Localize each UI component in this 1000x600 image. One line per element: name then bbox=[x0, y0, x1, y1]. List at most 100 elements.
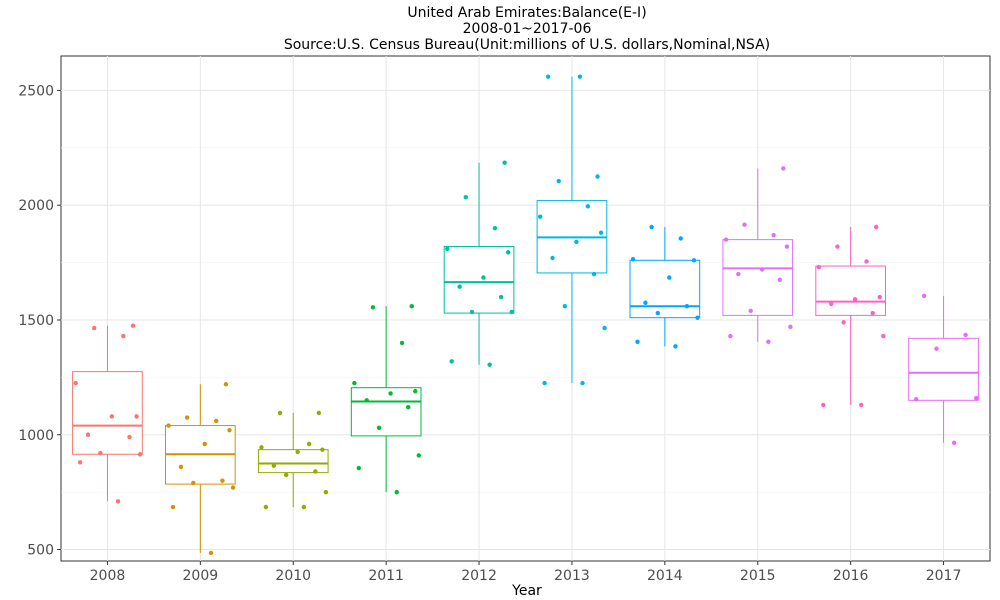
data-point bbox=[829, 301, 834, 307]
data-point bbox=[691, 258, 697, 263]
data-point bbox=[202, 441, 207, 447]
data-point bbox=[542, 380, 547, 386]
data-point bbox=[399, 340, 405, 346]
data-point bbox=[214, 418, 219, 424]
data-point bbox=[409, 304, 414, 309]
data-point bbox=[109, 414, 115, 419]
data-point bbox=[73, 380, 78, 386]
data-point bbox=[509, 309, 514, 315]
data-point bbox=[130, 323, 136, 328]
data-point bbox=[835, 244, 840, 249]
data-point bbox=[370, 305, 376, 310]
data-point bbox=[784, 244, 790, 249]
data-point bbox=[881, 333, 886, 339]
data-point bbox=[323, 489, 329, 495]
data-point bbox=[673, 344, 678, 349]
box-body bbox=[443, 246, 515, 314]
data-point bbox=[127, 434, 132, 440]
data-point bbox=[781, 166, 786, 171]
data-point bbox=[394, 489, 399, 495]
box-body bbox=[72, 371, 143, 455]
data-point bbox=[595, 174, 600, 179]
data-point bbox=[870, 310, 875, 316]
data-point bbox=[643, 300, 648, 305]
data-point bbox=[178, 464, 184, 470]
data-point bbox=[259, 445, 264, 450]
grid-minor bbox=[61, 147, 990, 493]
data-point bbox=[295, 449, 300, 455]
y-tick-label: 1000 bbox=[18, 428, 54, 444]
data-point bbox=[364, 398, 369, 403]
data-point bbox=[585, 204, 591, 209]
data-point bbox=[481, 275, 486, 280]
data-point bbox=[723, 237, 729, 242]
box-body bbox=[722, 239, 794, 316]
x-tick-label: 2013 bbox=[554, 568, 590, 584]
data-point bbox=[220, 478, 225, 483]
data-point bbox=[816, 264, 822, 270]
data-point bbox=[445, 246, 450, 252]
data-point bbox=[457, 284, 462, 289]
y-tick-label: 2000 bbox=[18, 198, 54, 214]
data-point bbox=[649, 224, 654, 230]
x-tick-label: 2015 bbox=[740, 568, 776, 584]
data-point bbox=[545, 74, 551, 79]
data-point bbox=[413, 388, 418, 394]
data-point bbox=[678, 236, 683, 241]
data-point bbox=[537, 214, 543, 219]
data-point bbox=[306, 441, 312, 447]
data-point bbox=[684, 304, 690, 309]
x-tick-label: 2016 bbox=[833, 568, 869, 584]
box-body bbox=[908, 337, 979, 401]
data-point bbox=[191, 480, 196, 486]
x-axis-title: Year bbox=[511, 583, 542, 599]
data-point bbox=[227, 427, 232, 433]
y-tick-label: 1500 bbox=[18, 313, 54, 329]
data-point bbox=[121, 333, 126, 339]
box-body bbox=[815, 265, 886, 316]
data-point bbox=[766, 339, 771, 344]
data-point bbox=[577, 74, 583, 79]
data-point bbox=[492, 225, 498, 231]
data-point bbox=[913, 396, 919, 402]
chart-subtitle: 2008-01~2017-06 bbox=[463, 21, 592, 37]
data-point bbox=[230, 485, 236, 490]
data-point bbox=[208, 550, 214, 556]
data-point bbox=[777, 277, 783, 283]
data-point bbox=[92, 325, 97, 331]
box-2009 bbox=[165, 384, 236, 553]
data-point bbox=[736, 271, 741, 277]
data-point bbox=[85, 432, 91, 437]
data-point bbox=[562, 304, 568, 309]
data-point bbox=[877, 294, 882, 300]
box-2011 bbox=[350, 306, 422, 493]
x-tick-label: 2009 bbox=[183, 568, 219, 584]
data-point bbox=[137, 452, 143, 457]
data-point bbox=[580, 380, 585, 386]
data-point bbox=[263, 504, 269, 510]
x-axis: 2008 2009 2010 2011 2012 2013 2014 2015 2016 2017 bbox=[90, 561, 962, 584]
x-tick-label: 2011 bbox=[368, 568, 404, 584]
data-point bbox=[406, 405, 411, 410]
x-tick-label: 2017 bbox=[926, 568, 962, 584]
data-point bbox=[184, 415, 190, 420]
data-point bbox=[487, 362, 492, 367]
box-body bbox=[257, 449, 329, 474]
box-2016 bbox=[815, 227, 886, 405]
data-point bbox=[951, 440, 957, 445]
x-tick-label: 2008 bbox=[90, 568, 126, 584]
box-2017 bbox=[908, 295, 979, 443]
data-point bbox=[223, 382, 229, 387]
x-tick-label: 2010 bbox=[275, 568, 311, 584]
data-point bbox=[416, 453, 422, 458]
data-point bbox=[449, 359, 454, 364]
data-point bbox=[574, 239, 579, 245]
y-tick-label: 2500 bbox=[18, 83, 54, 99]
data-point bbox=[277, 410, 283, 416]
data-point bbox=[502, 160, 507, 165]
data-point bbox=[598, 230, 604, 235]
boxes-layer bbox=[72, 76, 979, 553]
data-point bbox=[283, 472, 289, 478]
data-point bbox=[505, 250, 511, 255]
data-point bbox=[742, 222, 747, 227]
